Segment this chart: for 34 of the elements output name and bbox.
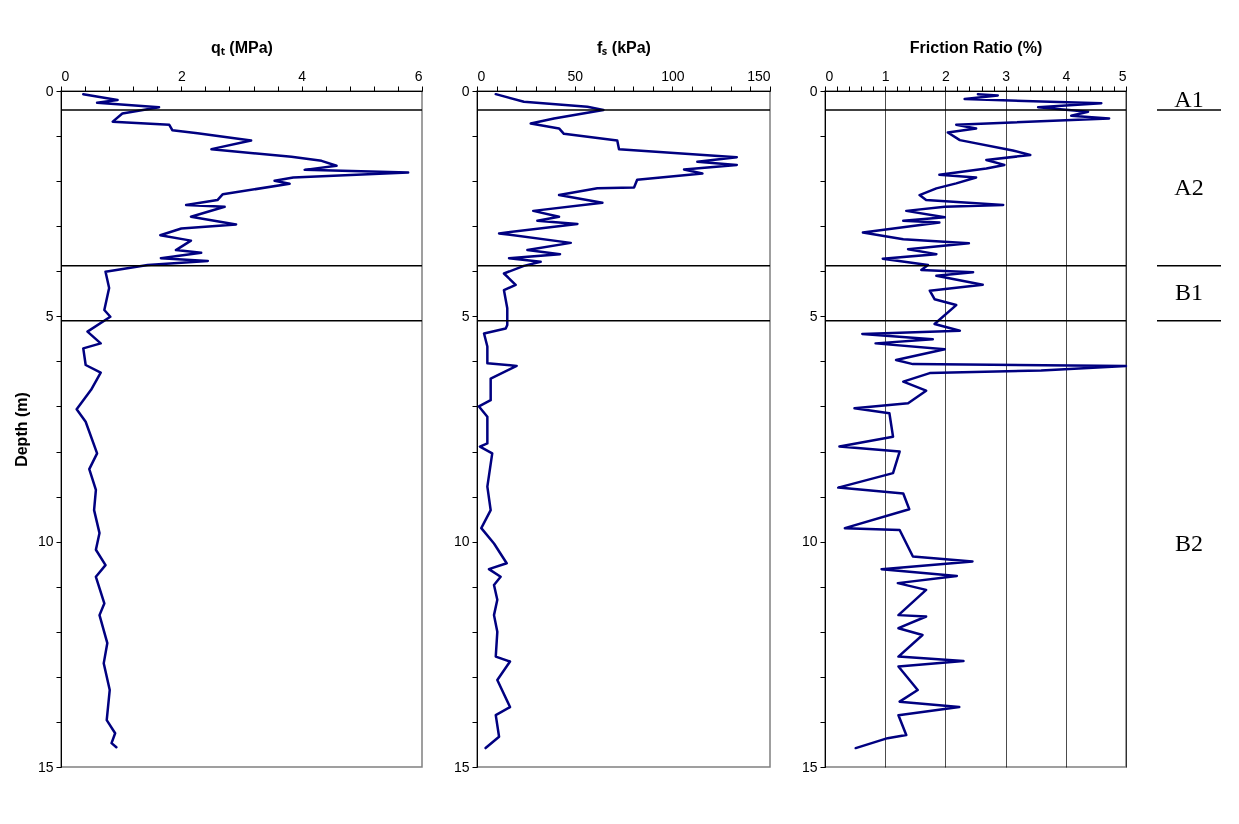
x-tick-label: 2: [177, 67, 186, 84]
x-tick-label: 100: [661, 67, 685, 84]
y-tick-label: 15: [453, 758, 470, 775]
x-tick-label: 50: [567, 67, 584, 84]
x-tick-label: 150: [747, 67, 771, 84]
x-tick-label: 0: [61, 67, 70, 84]
x-tick-label: 1: [881, 67, 890, 84]
y-tick-label: 10: [37, 533, 54, 550]
y-tick-label: 10: [453, 533, 470, 550]
x-tick-label: 6: [414, 67, 423, 84]
y-tick-label: 15: [801, 758, 818, 775]
text: B2: [1174, 529, 1204, 556]
y-tick-label: 5: [809, 307, 818, 324]
y-tick-label: 0: [461, 82, 470, 99]
x-tick-label: 5: [1118, 67, 1127, 84]
x-tick-label: 0: [825, 67, 834, 84]
x-axis-title: qₜ (MPa): [211, 38, 273, 56]
text: A2: [1174, 173, 1204, 200]
x-tick-label: 0: [477, 67, 486, 84]
x-tick-label: 3: [1002, 67, 1011, 84]
y-tick-label: 0: [809, 82, 818, 99]
x-tick-label: 2: [942, 67, 950, 84]
y-tick-label: 5: [461, 307, 470, 324]
y-tick-label: 15: [37, 758, 54, 775]
x-tick-label: 4: [1062, 67, 1071, 84]
y-tick-label: 0: [45, 82, 54, 99]
x-axis-title: fₛ (kPa): [597, 38, 651, 56]
text: A1: [1174, 86, 1204, 113]
y-axis-title: Depth (m): [12, 392, 30, 467]
text: B1: [1174, 279, 1204, 306]
y-tick-label: 5: [45, 307, 54, 324]
x-tick-label: 4: [298, 67, 307, 84]
x-axis-title: Friction Ratio (%): [909, 38, 1043, 56]
y-tick-label: 10: [801, 533, 818, 550]
